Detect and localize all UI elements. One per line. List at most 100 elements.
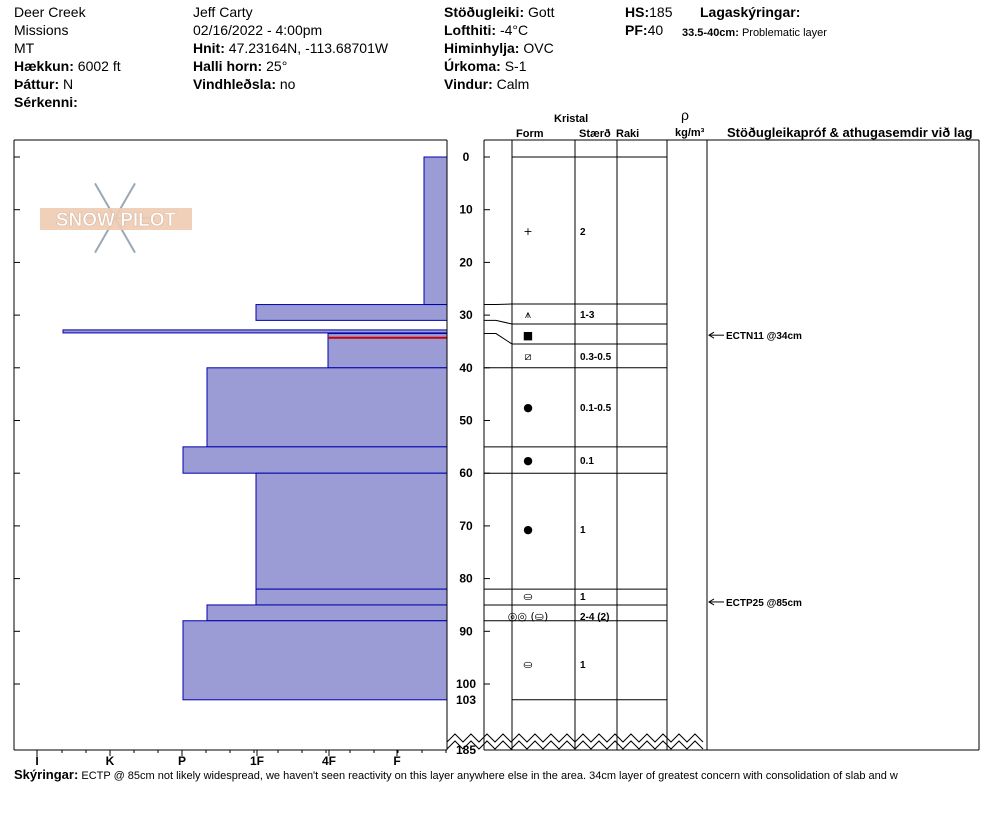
precipitation: Úrkoma: S-1: [444, 57, 526, 75]
depth-tick-label: 0: [463, 150, 470, 164]
footer-text: ECTP @ 85cm not likely widespread, we ha…: [81, 770, 898, 782]
pf-value: 40: [647, 22, 664, 38]
stability-tests: ECTN11 @34cm ECTP25 @85cm: [708, 331, 802, 609]
hardness-bar-8: [206, 604, 448, 622]
hardness-tick-label: F: [393, 754, 400, 768]
moisture-header: Raki: [616, 128, 640, 140]
aspect-value: N: [63, 76, 74, 92]
crystal-form-symbol: +: [523, 225, 532, 238]
wind-loading-value: no: [279, 76, 296, 92]
pf-label: PF:: [625, 22, 648, 38]
crystal-form-symbol: ⩚: [525, 308, 531, 321]
pf: PF:40: [625, 21, 663, 39]
hardness-tick-label: 1F: [250, 754, 264, 768]
layer-boundary: [484, 319, 667, 325]
crystal-form-symbol: ⛀: [523, 658, 532, 671]
region: Missions: [14, 22, 69, 38]
hardness-tick-label: P: [178, 754, 186, 768]
crystal-header: Kristal: [554, 113, 589, 125]
coordinates: Hnit: 47.23164N, -113.68701W: [193, 39, 388, 57]
elevation: Hækkun: 6002 ft: [14, 57, 121, 75]
snow-pilot-logo: SNOW PILOT: [40, 182, 192, 254]
layer-boundary: [484, 333, 667, 345]
observer: Jeff Carty: [193, 4, 253, 20]
crystal-form-symbol: ●: [523, 401, 533, 414]
depth-tick-label: 20: [459, 255, 473, 269]
crystal-form-symbol: ⧄: [525, 350, 532, 363]
depth-tick-label: 50: [459, 414, 473, 428]
layers-label: Lagaskýringar:: [700, 4, 801, 20]
crystal-form-symbol: ■: [523, 329, 533, 342]
sky-cover: Himinhylja: OVC: [444, 39, 554, 57]
crystal-table: +2 ⩚ 1-3 ■ ⧄ 0.3-0.5 ● 0.1-0.5 ● 0.1 ● 1 ⛀ 1 ◎◎ (⛀) 2-4…: [446, 139, 980, 751]
layer-note-text: Problematic layer: [741, 27, 827, 39]
hardness-tick-label: I: [35, 754, 38, 768]
depth-tick-label: 90: [459, 624, 473, 638]
crystal-size: 1-3: [580, 310, 595, 321]
hardness-bar-1: [255, 304, 448, 321]
wind: Vindur: Calm: [444, 75, 529, 93]
hardness-bars: [62, 156, 448, 701]
air-temp: Lofthiti: -4°C: [444, 21, 528, 39]
density-unit-header: kg/m³: [675, 127, 705, 139]
datetime: 02/16/2022 - 4:00pm: [193, 22, 323, 38]
coords-label: Hnit:: [193, 40, 225, 56]
hardness-axis: I K P 1F 4F F: [35, 750, 447, 768]
weak-layer-bar: [62, 329, 448, 334]
test-arrowhead: [708, 598, 715, 606]
depth-tick-label: 80: [459, 572, 473, 586]
stability: Stöðugleiki: Gott: [444, 3, 554, 21]
size-header: Stærð: [579, 128, 611, 140]
location: Deer Creek: [14, 4, 86, 20]
stability-label: Stöðugleiki:: [444, 4, 525, 20]
logo-banner: [40, 208, 192, 230]
depth-tick-label: 103: [456, 693, 476, 707]
tests-header: Stöðugleikapróf & athugasemdir við lag: [727, 125, 973, 140]
form-header: Form: [516, 128, 544, 140]
depth-tick-label: 10: [459, 203, 473, 217]
aspect: Þáttur: N: [14, 75, 73, 93]
slope-value: 25°: [266, 58, 288, 74]
elevation-value: 6002 ft: [77, 58, 121, 74]
layer-note: 33.5-40cm: Problematic layer: [682, 24, 827, 42]
depth-tick-label: 40: [459, 361, 473, 375]
crystal-size: 1: [580, 525, 586, 536]
rho-header: ρ: [681, 107, 689, 123]
special-label: Sérkenni:: [14, 94, 78, 110]
crystal-size: 1: [580, 592, 586, 603]
crystal-form-symbol: ●: [523, 454, 533, 467]
sky-value: OVC: [523, 40, 554, 56]
coords-value: 47.23164N, -113.68701W: [228, 40, 389, 56]
depth-tick-label: 70: [459, 519, 473, 533]
stability-test-label: ECTP25 @85cm: [726, 598, 802, 609]
crystal-form-symbol: ⛀: [523, 590, 532, 603]
wind-label: Vindur:: [444, 76, 493, 92]
elevation-label: Hækkun:: [14, 58, 74, 74]
hardness-bar-6: [255, 472, 448, 590]
crystal-size: 2-4 (2): [580, 612, 609, 623]
aspect-label: Þáttur:: [14, 76, 60, 92]
depth-tick-label: 60: [459, 466, 473, 480]
scale-break: [446, 733, 704, 743]
wind-loading-label: Vindhleðsla:: [193, 76, 276, 92]
crystal-size: 0.3-0.5: [580, 352, 612, 363]
scale-break: [446, 740, 704, 750]
hardness-tick-label: 4F: [322, 754, 336, 768]
crystal-form-symbol: ◎◎ (⛀): [508, 610, 549, 623]
layer-boundary: [484, 303, 667, 306]
footer-notes: Skýringar: ECTP @ 85cm not likely widesp…: [14, 766, 898, 785]
air-temp-label: Lofthiti:: [444, 22, 497, 38]
hardness-bar-5: [182, 446, 448, 474]
footer-label: Skýringar:: [14, 767, 79, 782]
stability-test-label: ECTN11 @34cm: [726, 331, 802, 342]
hs-value: 185: [649, 4, 673, 20]
hardness-bar-9: [182, 620, 448, 701]
crystal-form-symbol: ●: [523, 523, 533, 536]
hardness-bar-7: [255, 588, 448, 606]
precip-label: Úrkoma:: [444, 58, 501, 74]
crystal-size: 2: [580, 227, 586, 238]
slope-label: Halli horn:: [193, 58, 263, 74]
depth-tick-label: 100: [456, 677, 476, 691]
hardness-bar-0: [423, 156, 448, 306]
